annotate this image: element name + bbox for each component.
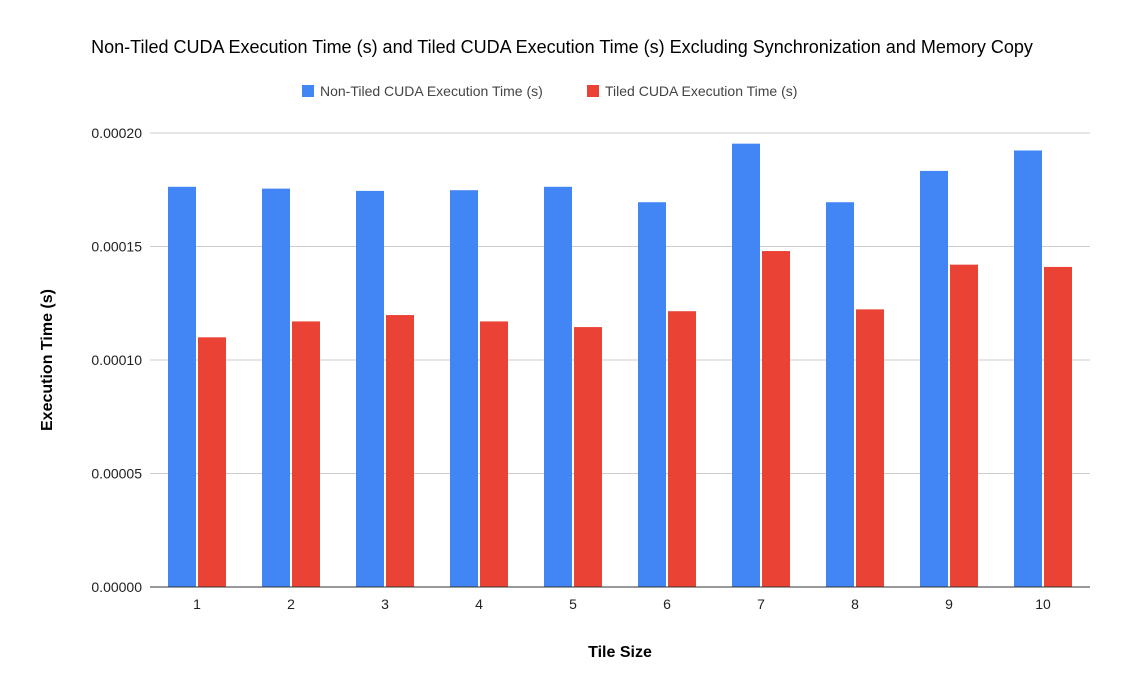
bar-non-tiled bbox=[920, 170, 948, 587]
x-tick-label: 5 bbox=[569, 596, 577, 612]
bar-non-tiled bbox=[544, 186, 572, 587]
y-tick-label: 0.00020 bbox=[91, 125, 142, 141]
bar-tiled bbox=[856, 309, 884, 587]
x-tick-label: 7 bbox=[757, 596, 765, 612]
legend-swatch bbox=[587, 85, 599, 97]
bar-non-tiled bbox=[1014, 150, 1042, 587]
bar-non-tiled bbox=[826, 202, 854, 588]
bar-tiled bbox=[574, 327, 602, 587]
bar-tiled bbox=[950, 264, 978, 587]
bar-tiled bbox=[1044, 266, 1072, 587]
bar-non-tiled bbox=[168, 186, 196, 587]
bar-tiled bbox=[386, 315, 414, 587]
y-axis-label: Execution Time (s) bbox=[39, 289, 56, 431]
x-tick-label: 8 bbox=[851, 596, 859, 612]
x-axis-ticks: 1 2 3 4 5 6 7 8 9 10 bbox=[193, 596, 1051, 612]
bar-tiled bbox=[762, 251, 790, 588]
legend-swatch bbox=[302, 85, 314, 97]
bar-non-tiled bbox=[262, 188, 290, 588]
bar-tiled bbox=[668, 311, 696, 587]
x-tick-label: 2 bbox=[287, 596, 295, 612]
x-axis-label: Tile Size bbox=[588, 644, 652, 661]
legend-label: Non-Tiled CUDA Execution Time (s) bbox=[320, 83, 543, 99]
bar-non-tiled bbox=[356, 190, 384, 587]
x-tick-label: 10 bbox=[1035, 596, 1051, 612]
y-axis-ticks: 0.00000 0.00005 0.00010 0.00015 0.00020 bbox=[91, 125, 142, 595]
legend-label: Tiled CUDA Execution Time (s) bbox=[605, 83, 797, 99]
y-tick-label: 0.00015 bbox=[91, 239, 142, 255]
x-tick-label: 3 bbox=[381, 596, 389, 612]
gridlines bbox=[150, 132, 1090, 474]
x-tick-label: 4 bbox=[475, 596, 483, 612]
x-tick-label: 1 bbox=[193, 596, 201, 612]
x-tick-label: 9 bbox=[945, 596, 953, 612]
bar-non-tiled bbox=[450, 190, 478, 588]
bar-non-tiled bbox=[732, 143, 760, 587]
bars bbox=[150, 143, 1090, 588]
bar-tiled bbox=[480, 321, 508, 587]
x-tick-label: 6 bbox=[663, 596, 671, 612]
y-tick-label: 0.00000 bbox=[91, 579, 142, 595]
bar-tiled bbox=[198, 337, 226, 587]
bar-tiled bbox=[292, 321, 320, 587]
y-tick-label: 0.00005 bbox=[91, 466, 142, 482]
bar-non-tiled bbox=[638, 202, 666, 588]
legend: Non-Tiled CUDA Execution Time (s) Tiled C… bbox=[302, 83, 797, 99]
y-tick-label: 0.00010 bbox=[91, 352, 142, 368]
chart-title: Non-Tiled CUDA Execution Time (s) and Ti… bbox=[91, 37, 1033, 57]
